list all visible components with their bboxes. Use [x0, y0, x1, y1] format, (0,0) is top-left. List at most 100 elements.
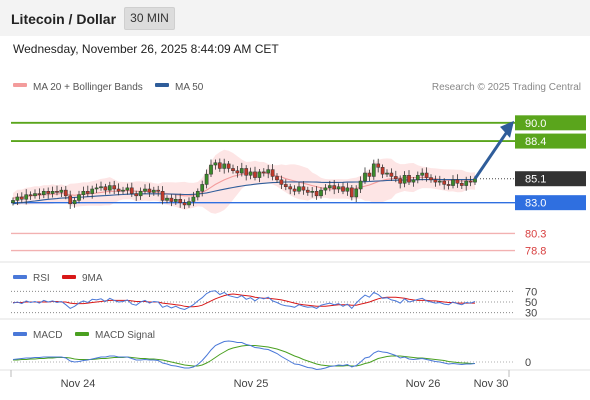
candle-body [257, 171, 262, 178]
candle-body [151, 189, 156, 193]
candle-body [310, 191, 315, 193]
candle-body [464, 180, 469, 186]
candle-body [380, 167, 385, 175]
candle-body [411, 179, 416, 183]
candle-body [121, 189, 125, 192]
level-box-resistance [515, 133, 586, 149]
candle-body [204, 173, 209, 185]
x-tick-label: Nov 24 [61, 378, 96, 390]
legend-macd-signal-swatch [75, 332, 89, 336]
candle-body [376, 163, 381, 168]
rsi-tick-label: 50 [525, 297, 537, 309]
candle-body [459, 183, 464, 186]
candle-body [191, 196, 196, 202]
candle-body [99, 186, 103, 189]
candle-body [173, 199, 178, 202]
candle-body [319, 189, 323, 197]
candle-body [420, 172, 425, 176]
research-credit: Research © 2025 Trading Central [432, 82, 581, 93]
macd-signal-line [13, 345, 475, 367]
candle-body [451, 179, 455, 186]
candle-body [77, 194, 81, 201]
x-tick-label: Nov 25 [234, 378, 269, 390]
candle-body [341, 186, 345, 192]
candle-body [129, 187, 134, 194]
price-panel: 90.0 88.4 85.1 83.0 80.3 78.8 [11, 115, 586, 258]
legend-rsi-ma-label: 9MA [82, 273, 103, 284]
candle-body [244, 168, 249, 176]
candle-body [41, 191, 46, 195]
ma50-line [12, 179, 475, 205]
level-label-resistance: 90.0 [525, 118, 546, 130]
bollinger-band [13, 149, 475, 214]
candle-body [248, 171, 253, 176]
candle-body [363, 172, 367, 182]
legend-ma20-label: MA 20 + Bollinger Bands [33, 82, 143, 93]
candle-body [275, 176, 279, 181]
candle-body [301, 186, 306, 191]
legend-rsi-label: RSI [33, 273, 50, 284]
candle-body [354, 188, 359, 198]
level-box-support [515, 195, 586, 211]
candle-body [103, 186, 108, 191]
legend-ma20-swatch [13, 83, 27, 87]
candle-body [134, 193, 139, 197]
macd-panel: 0 [11, 340, 531, 371]
candle-body [393, 176, 398, 179]
timeframe-button[interactable]: 30 MIN [124, 7, 175, 30]
candle-body [402, 175, 407, 184]
candle-body [314, 191, 319, 197]
candle-body [327, 185, 332, 189]
level-box-resistance [515, 115, 586, 131]
candle-body [424, 172, 429, 178]
candle-body [187, 201, 191, 206]
candle-body [59, 189, 64, 193]
candle-body [239, 168, 244, 174]
candle-body [446, 184, 451, 186]
candle-body [415, 175, 420, 181]
candle-body [209, 164, 213, 175]
candle-body [235, 170, 240, 174]
candle-body [68, 195, 73, 205]
candle-body [138, 191, 143, 197]
legend-macd-signal-label: MACD Signal [95, 330, 155, 341]
candle-body [72, 200, 77, 205]
candle-body [367, 172, 372, 177]
candle-body [63, 189, 68, 197]
candle-body [226, 163, 231, 169]
candle-body [442, 180, 447, 185]
forecast-arrow-shaft [473, 130, 509, 180]
level-label-support: 83.0 [525, 198, 546, 210]
candle-body [169, 197, 174, 202]
candle-body [24, 194, 29, 200]
rsi-tick-label: 30 [525, 308, 537, 320]
candle-body [283, 184, 288, 187]
candle-body [217, 162, 222, 169]
candle-body [385, 172, 389, 175]
candle-body [231, 168, 235, 171]
rsi-tick-label: 70 [525, 286, 537, 298]
candle-body [222, 163, 227, 169]
candle-body [15, 196, 20, 201]
candle-body [455, 179, 460, 184]
level-label-weak-support: 80.3 [525, 228, 546, 240]
candle-body [288, 186, 293, 190]
candle-body [33, 193, 37, 197]
candle-body [112, 185, 117, 190]
legend-rsi-ma-swatch [62, 275, 76, 279]
candle-body [19, 196, 24, 200]
candle-body [85, 191, 90, 194]
candle-body [332, 185, 337, 190]
rsi-line [12, 290, 476, 311]
candle-body [28, 194, 33, 197]
legend-ma50-label: MA 50 [175, 82, 204, 93]
level-label-resistance: 88.4 [525, 136, 546, 148]
level-label-weak-support: 78.8 [525, 246, 546, 258]
candle-body [349, 187, 354, 198]
legend-ma50-swatch [155, 83, 169, 87]
candle-body [407, 175, 411, 183]
candle-body [11, 200, 15, 203]
report-datetime: Wednesday, November 26, 2025 8:44:09 AM … [13, 42, 279, 56]
candle-body [107, 185, 112, 191]
